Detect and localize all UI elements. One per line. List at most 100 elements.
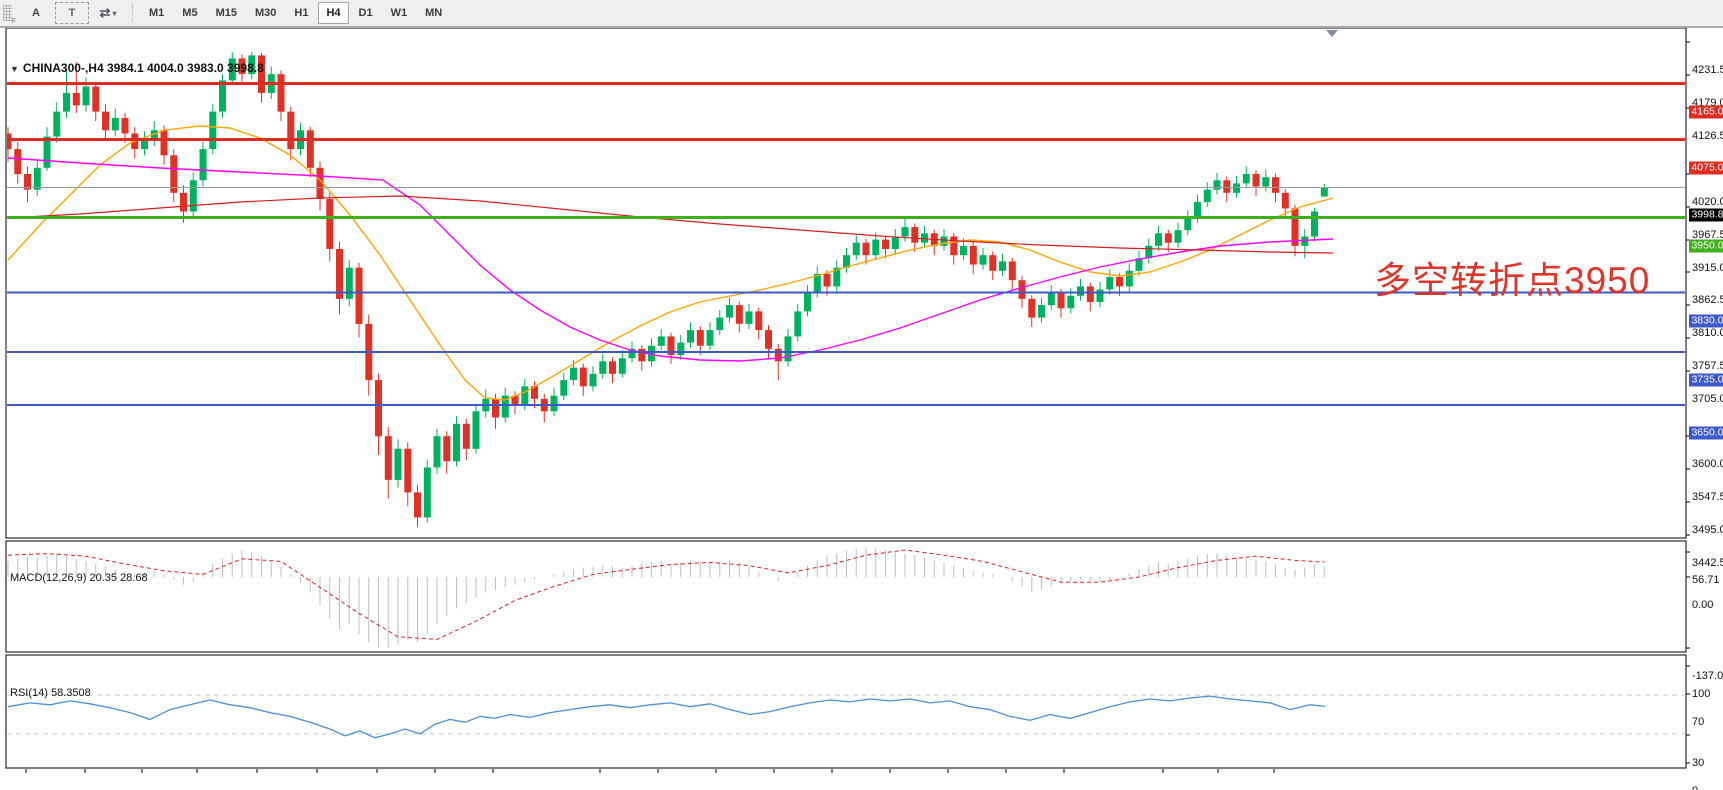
ma-red-line [7,195,1334,254]
price-axis-tick: 4020.0 [1692,196,1723,208]
candle-body [1057,292,1065,309]
candle-body [735,305,743,324]
candle-body [804,292,811,312]
candle-body [7,133,12,150]
candle-body [492,398,499,418]
level-price-label-4075.0: 4075.0 [1689,161,1723,175]
candle-body [1116,277,1123,287]
timeframe-bar: M1 M5 M15 M30 H1 H4 D1 W1 MN [140,2,451,24]
candle-body [141,139,148,150]
candle-body [1242,174,1250,184]
candle-body [1008,261,1016,281]
chart-shift-triangle-icon [1326,30,1338,37]
collapse-triangle-icon[interactable]: ▼ [10,64,19,74]
candle-body [1047,292,1055,306]
timeframe-button-m1[interactable]: M1 [149,7,165,19]
toolbar: F A T ⇄ ▾ M1 M5 M15 M30 H1 H4 D1 W1 MN [0,0,1723,28]
candle-body [1067,295,1075,309]
candle-body [960,245,967,256]
toolbar-grip-icon[interactable]: F [3,5,16,25]
candle-body [219,80,226,112]
candle-body [43,136,51,168]
candle-body [999,261,1006,271]
candle-body [1096,289,1104,302]
timeframe-button-h4[interactable]: H4 [318,2,349,24]
candle-body [453,423,460,462]
candle-body [570,367,577,381]
level-price-label-3950.0: 3950.0 [1689,239,1723,253]
candle-body [1272,177,1279,193]
candle-body [1125,270,1133,287]
timeframe-button-d1[interactable]: D1 [358,7,373,19]
candle-body [258,55,265,93]
rsi-line [7,695,1326,739]
candle-body [1145,245,1153,259]
timeframe-button-h1[interactable]: H1 [294,7,309,19]
macd-signal-line [7,549,1325,640]
candle-body [521,386,529,405]
candle-body [833,267,841,287]
candle-body [716,317,724,331]
candle-body [745,311,753,324]
candle-body [384,436,392,480]
candle-body [287,111,295,150]
candle-body [1194,202,1201,218]
annotation-text: 多空转折点3950 [1374,260,1651,301]
annotate-text-button[interactable]: A [32,7,40,19]
macd-axis-tick: 0.00 [1692,599,1714,611]
candle-body [726,305,733,318]
level-price-label-3735.0: 3735.0 [1689,373,1723,387]
rsi-axis-tick: 100 [1692,688,1711,700]
candle-body [1301,236,1309,246]
candle-body [53,111,61,137]
candle-body [414,492,421,518]
price-axis-tick: 3915.0 [1692,262,1723,274]
candle-body [862,242,870,256]
ma-orange-line [7,125,1334,401]
price-axis-tick: 4231.5 [1692,64,1723,76]
timeframe-button-m15[interactable]: M15 [215,7,237,19]
cursor-arrows-button[interactable]: ⇄ ▾ [91,2,125,24]
candle-body [1233,183,1240,193]
candle-body [784,336,792,362]
candle-body [823,273,831,287]
chart-window[interactable]: ▼ CHINA300-,H4 3984.1 4004.0 3983.0 3998.… [0,28,1723,790]
candle-body [404,448,412,493]
candle-body [1213,180,1221,190]
candle-body [1262,177,1270,187]
price-axis-tick: 3600.0 [1692,458,1723,470]
candle-body [433,436,441,468]
timeframe-button-w1[interactable]: W1 [390,7,408,19]
candle-body [160,130,168,156]
candle-body [589,373,597,387]
candle-body [1077,286,1084,296]
timeframe-button-m30[interactable]: M30 [254,7,277,19]
candle-body [891,236,899,249]
candle-body [180,192,187,212]
timeframe-button-mn[interactable]: MN [425,7,443,19]
candle-body [921,233,928,243]
candle-body [599,361,607,374]
candle-body [1155,233,1162,246]
text-label-button[interactable]: T [55,2,89,24]
candle-body [667,336,675,356]
timeframe-button-m5[interactable]: M5 [182,7,198,19]
candle-body [1038,305,1045,318]
candle-body [170,155,178,193]
candle-body [63,92,70,112]
candle-body [1223,180,1231,193]
price-axis-tick: 3495.0 [1692,524,1723,536]
rsi-axis-tick: 30 [1692,757,1705,769]
current-price-label: 3998.8 [1689,208,1723,222]
candle-body [92,86,100,112]
candle-body [209,111,217,150]
candle-body [102,111,109,131]
price-axis-tick: 3705.0 [1692,393,1723,405]
main-panel-border [5,28,1687,539]
candle-body [872,239,880,256]
symbol-ohlc-text: CHINA300-,H4 3984.1 4004.0 3983.0 3998.8 [22,61,264,75]
symbol-header[interactable]: ▼ CHINA300-,H4 3984.1 4004.0 3983.0 3998.… [10,61,264,75]
macd-indicator-label: MACD(12,26,9) 20.35 28.68 [10,572,148,584]
candle-body [199,149,207,181]
